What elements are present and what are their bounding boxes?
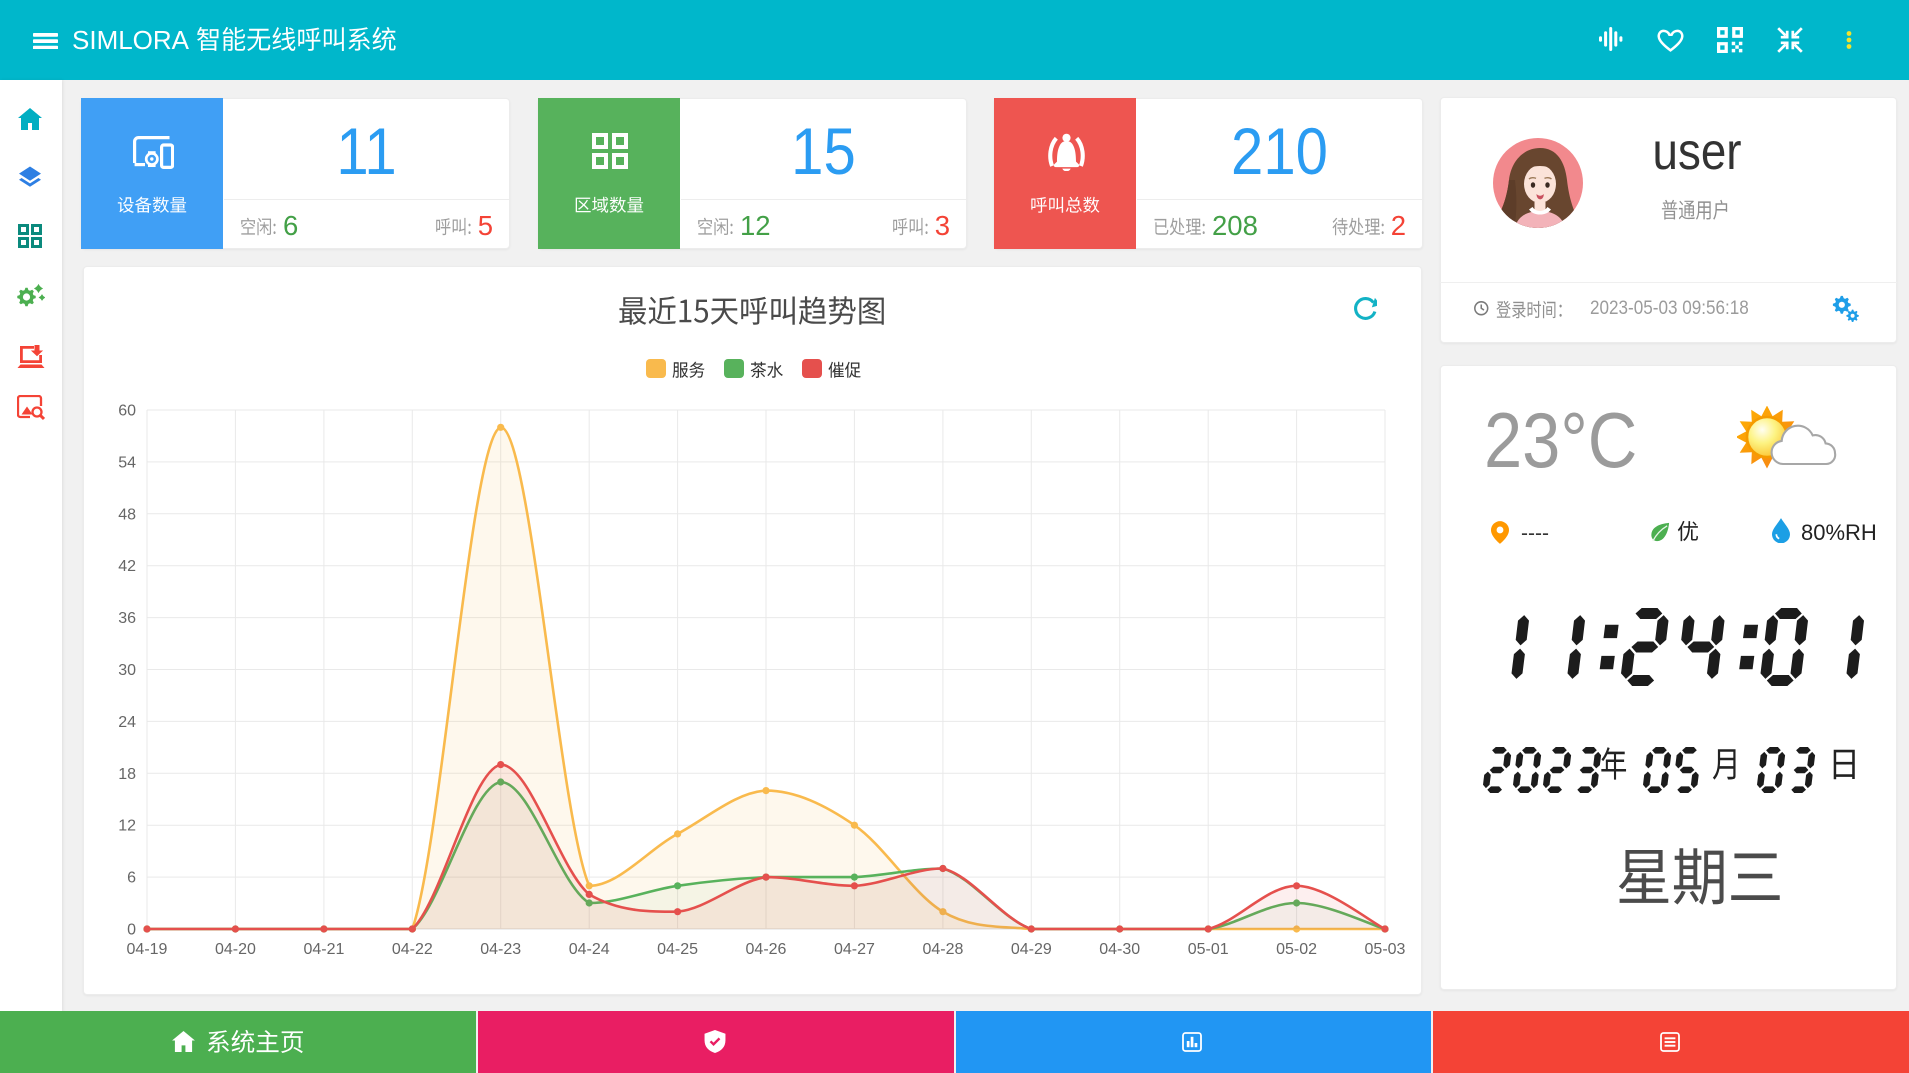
svg-text:12: 12 bbox=[118, 818, 136, 835]
svg-text:04-24: 04-24 bbox=[569, 941, 610, 958]
svg-text:05-02: 05-02 bbox=[1276, 941, 1317, 958]
svg-text:04-21: 04-21 bbox=[303, 941, 344, 958]
svg-text:0: 0 bbox=[127, 922, 136, 939]
svg-text:04-25: 04-25 bbox=[657, 941, 698, 958]
svg-text:6: 6 bbox=[127, 870, 136, 887]
svg-text:04-29: 04-29 bbox=[1011, 941, 1052, 958]
svg-text:54: 54 bbox=[118, 454, 136, 471]
svg-text:04-23: 04-23 bbox=[480, 941, 521, 958]
svg-text:04-26: 04-26 bbox=[746, 941, 787, 958]
svg-text:04-22: 04-22 bbox=[392, 941, 433, 958]
svg-text:48: 48 bbox=[118, 506, 136, 523]
svg-text:05-03: 05-03 bbox=[1365, 941, 1406, 958]
svg-text:18: 18 bbox=[118, 766, 136, 783]
svg-text:04-27: 04-27 bbox=[834, 941, 875, 958]
svg-text:04-20: 04-20 bbox=[215, 941, 256, 958]
svg-text:04-30: 04-30 bbox=[1099, 941, 1140, 958]
svg-text:24: 24 bbox=[118, 714, 136, 731]
svg-text:36: 36 bbox=[118, 610, 136, 627]
svg-text:04-19: 04-19 bbox=[127, 941, 168, 958]
svg-text:04-28: 04-28 bbox=[922, 941, 963, 958]
svg-text:05-01: 05-01 bbox=[1188, 941, 1229, 958]
svg-text:30: 30 bbox=[118, 662, 136, 679]
svg-text:60: 60 bbox=[118, 403, 136, 420]
svg-text:42: 42 bbox=[118, 558, 136, 575]
